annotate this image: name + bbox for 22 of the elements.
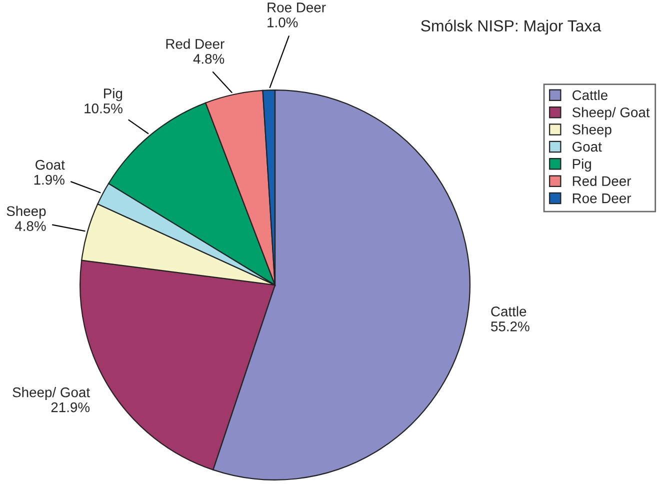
slice-label: Sheep (6, 206, 46, 219)
slice-label: Roe Deer (268, 2, 326, 12)
data-label: 4.8% (193, 54, 224, 64)
data-label: 1.0% (268, 18, 298, 28)
legend-label: Roe Deer (572, 194, 632, 204)
legend-label: Cattle (572, 90, 608, 100)
data-label: 4.8% (14, 221, 46, 231)
slice-label: Sheep/ Goat (12, 387, 90, 400)
legend-label: Sheep/ Goat (572, 107, 650, 120)
legend-label: Pig (572, 158, 591, 172)
text: Smólsk NISP: Major Taxa (421, 20, 602, 35)
legend-label: Goat (572, 142, 602, 152)
data-label: 1.9% (34, 174, 64, 185)
legend-label: Sheep (572, 124, 612, 138)
slice-label: Cattle (491, 306, 526, 316)
slice-label: Goat (36, 160, 65, 170)
slice-label: Red Deer (166, 38, 224, 49)
legend-label: Red Deer (572, 176, 632, 186)
data-label: 55.2% (491, 322, 530, 332)
data-label: 21.9% (51, 402, 90, 412)
data-label: 10.5% (84, 104, 122, 114)
slice-label: Pig (104, 88, 122, 102)
